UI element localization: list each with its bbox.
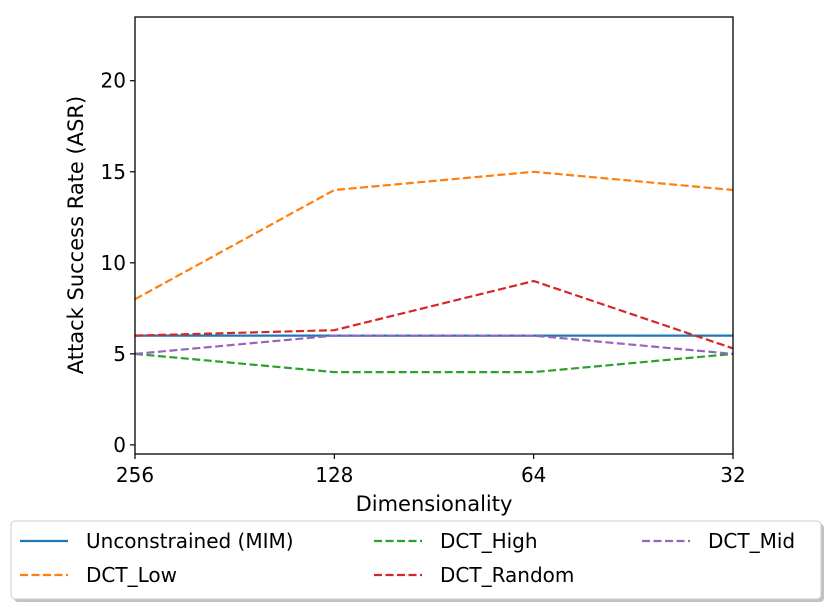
plot-frame [134,16,734,455]
legend-box [10,520,822,600]
legend: Unconstrained (MIM) DCT_Low DCT_High DCT_Ra… [10,520,824,602]
series-line-dct-random [135,279,733,350]
x-tick-label: 32 [720,463,745,487]
legend-label: DCT_Random [440,563,574,587]
legend-label: DCT_Mid [708,529,795,553]
y-tick-label: 15 [101,160,126,184]
y-axis-label: Attack Success Rate (ASR) [64,96,88,374]
legend-label: DCT_Low [86,563,177,587]
series-line-dct-low [135,170,733,301]
y-tick-label: 0 [113,433,126,457]
ticks-layer: 0 5 10 15 20 256 128 64 32 [101,69,746,487]
x-tick-label: 128 [315,463,353,487]
series-line-dct-mid [135,334,733,355]
lines-layer [135,170,733,374]
legend-label: DCT_High [440,529,538,553]
y-tick-label: 20 [101,69,126,93]
y-tick-label: 10 [101,251,126,275]
legend-label: Unconstrained (MIM) [86,529,294,553]
x-axis-label: Dimensionality [356,492,513,516]
x-tick-label: 64 [521,463,546,487]
legend-items: Unconstrained (MIM) DCT_Low DCT_High DCT_Ra… [20,529,795,587]
y-tick-label: 5 [113,342,126,366]
series-line-dct-high [135,352,733,374]
x-tick-label: 256 [116,463,154,487]
